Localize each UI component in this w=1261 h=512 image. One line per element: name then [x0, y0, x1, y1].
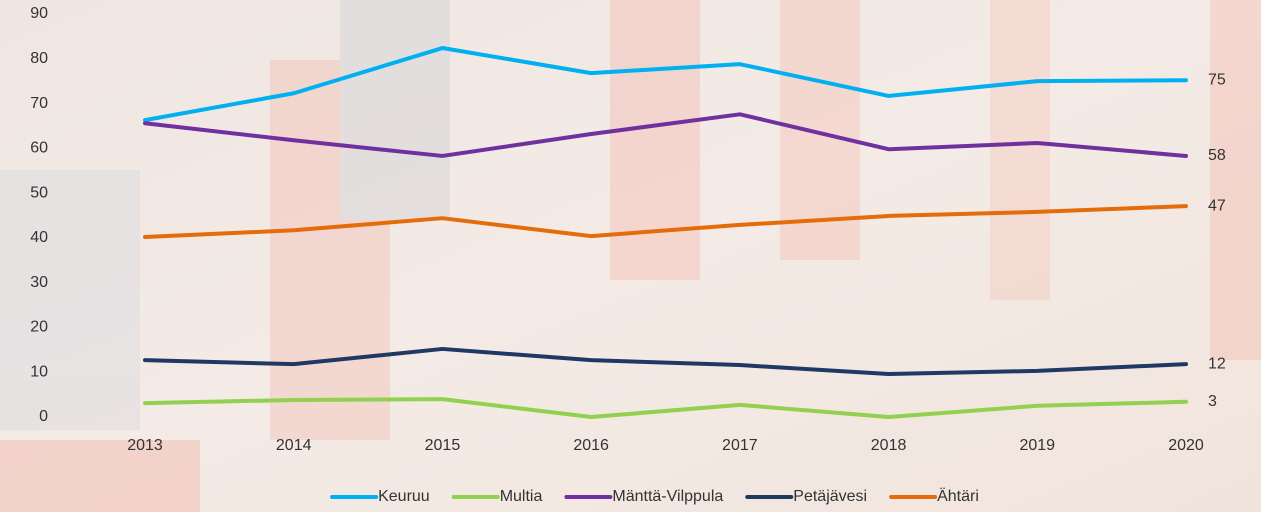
- series-line: [143, 346, 1188, 377]
- y-tick-label: 10: [30, 363, 48, 380]
- y-tick-label: 90: [30, 5, 48, 22]
- data-label: 12: [1208, 355, 1226, 372]
- legend-item: Multia: [451, 488, 543, 505]
- data-label: 58: [1208, 147, 1226, 164]
- legend-item: Keuruu: [330, 488, 430, 505]
- y-tick-label: 60: [30, 140, 48, 157]
- y-tick-label: 0: [39, 408, 48, 425]
- x-tick-label: 2018: [871, 437, 907, 454]
- x-tick-label: 2020: [1168, 437, 1204, 454]
- series-line: [143, 397, 1188, 419]
- y-tick-label: 20: [30, 319, 48, 336]
- legend-item: Mänttä-Vilppula: [564, 488, 723, 505]
- data-label: 47: [1208, 197, 1226, 214]
- x-tick-label: 2016: [573, 437, 609, 454]
- x-tick-label: 2014: [276, 437, 312, 454]
- legend-label: Keuruu: [378, 488, 430, 505]
- y-tick-label: 30: [30, 274, 48, 291]
- data-label: 75: [1208, 71, 1226, 88]
- series-line: [143, 46, 1188, 123]
- x-tick-label: 2015: [425, 437, 461, 454]
- legend-label: Ähtäri: [937, 487, 979, 505]
- series-line: [143, 204, 1188, 239]
- y-tick-label: 70: [30, 95, 48, 112]
- series-line: [143, 112, 1188, 158]
- y-tick-label: 50: [30, 184, 48, 201]
- y-tick-label: 40: [30, 229, 48, 246]
- x-tick-label: 2017: [722, 437, 758, 454]
- legend-label: Petäjävesi: [793, 488, 867, 505]
- y-tick-label: 80: [30, 50, 48, 67]
- x-tick-label: 2019: [1019, 437, 1055, 454]
- legend-item: Ähtäri: [889, 487, 979, 505]
- legend-item: Petäjävesi: [745, 488, 867, 505]
- legend-label: Multia: [500, 488, 543, 505]
- legend-label: Mänttä-Vilppula: [612, 488, 723, 505]
- data-label: 3: [1208, 393, 1217, 410]
- x-tick-label: 2013: [127, 437, 163, 454]
